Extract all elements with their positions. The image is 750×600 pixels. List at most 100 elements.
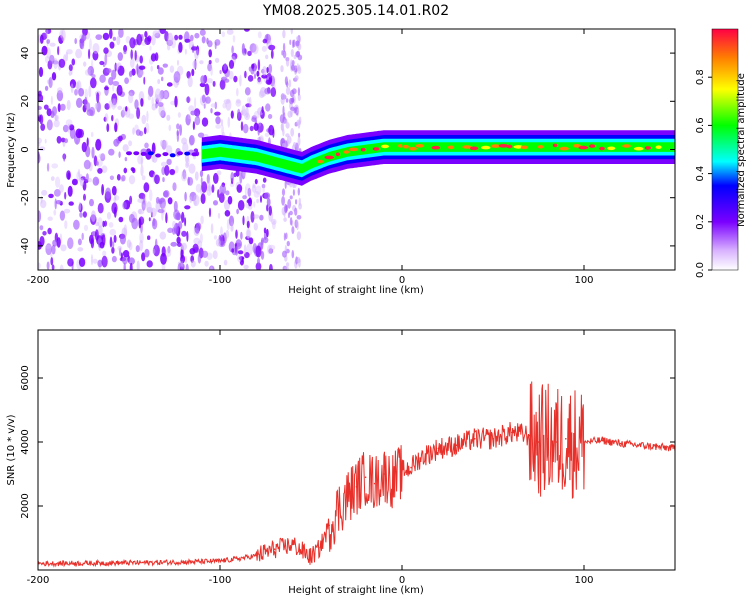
spectrogram-noise-cell [174, 222, 179, 235]
spectrogram-noise-cell [253, 62, 257, 74]
snr-y-axis: 2000 4000 6000 [20, 365, 675, 519]
spectrogram-noise-cell [178, 34, 183, 40]
snr-data-point [383, 473, 385, 475]
spectrogram-noise-cell [291, 60, 295, 66]
spectrogram-peak-cell [335, 152, 340, 157]
spectrogram-noise-cell [51, 264, 55, 270]
spectrogram-noise-cell [115, 63, 120, 70]
spectrogram-noise-cell [76, 97, 83, 108]
spectrogram-peak-cell [343, 150, 350, 154]
spectrogram-noise-cell [257, 31, 262, 39]
spectrogram-noise-cell [290, 98, 295, 103]
spectrogram-marks [38, 29, 675, 270]
spectrogram-noise-cell [193, 194, 200, 207]
spectrogram-ridge-cell [184, 151, 191, 156]
spectrogram-noise-cell [141, 200, 146, 211]
spectrogram-noise-cell [67, 237, 74, 249]
spectrogram-noise-cell [162, 190, 169, 198]
spectrogram-noise-cell [97, 202, 104, 214]
spectrogram-noise-cell [91, 146, 95, 159]
spectrogram-noise-cell [123, 224, 128, 237]
spectrogram-noise-cell [114, 122, 118, 133]
spectrogram-peak-cell [589, 144, 596, 148]
spectrogram-noise-cell [184, 205, 191, 210]
snr-data-point [565, 438, 567, 440]
spectrogram-noise-cell [88, 177, 92, 183]
spectrogram-peak-cell [490, 144, 501, 148]
spectrogram-noise-cell [208, 60, 212, 65]
spectrogram-noise-cell [287, 212, 291, 219]
spectrogram-noise-cell [210, 65, 213, 76]
spectrogram-noise-cell [289, 195, 293, 200]
spectrogram-y-tick-label: 40 [20, 47, 31, 60]
spectrogram-noise-cell [255, 262, 262, 270]
spectrogram-noise-cell [60, 244, 67, 252]
spectrogram-noise-cell [94, 229, 99, 241]
spectrogram-noise-cell [253, 122, 259, 131]
spectrogram-noise-cell [175, 165, 179, 174]
spectrogram-noise-cell [266, 67, 269, 73]
spectrogram-noise-cell [282, 250, 287, 258]
spectrogram-noise-cell [185, 162, 190, 169]
spectrogram-noise-cell [197, 240, 203, 249]
spectrogram-noise-cell [102, 250, 107, 257]
spectrogram-noise-cell [59, 29, 64, 38]
spectrogram-noise-cell [237, 200, 245, 211]
spectrogram-noise-cell [288, 79, 292, 88]
spectrogram-noise-cell [285, 98, 289, 103]
snr-data-point [182, 561, 185, 563]
spectrogram-noise-cell [223, 99, 231, 104]
spectrogram-noise-cell [249, 125, 254, 132]
spectrogram-noise-cell [47, 216, 53, 221]
spectrogram-noise-cell [219, 79, 226, 90]
spectrogram-noise-cell [157, 67, 164, 75]
spectrogram-noise-cell [184, 48, 187, 55]
spectrogram-noise-cell [233, 75, 238, 83]
spectrogram-noise-cell [199, 29, 206, 36]
spectrogram-noise-cell [227, 195, 233, 205]
spectrogram-noise-cell [296, 36, 300, 41]
spectrogram-noise-cell [261, 184, 266, 189]
snr-data-point [364, 476, 367, 479]
spectrogram-noise-cell [214, 101, 217, 110]
snr-data-point [419, 457, 422, 459]
spectrogram-noise-cell [157, 198, 165, 203]
spectrogram-peak-cell [324, 155, 335, 160]
spectrogram-noise-cell [285, 57, 290, 67]
spectrogram-peak-cell [498, 144, 509, 148]
spectrogram-noise-cell [97, 168, 103, 174]
spectrogram-noise-cell [81, 141, 87, 153]
spectrogram-peak-cell [552, 143, 558, 148]
spectrogram-noise-cell [262, 177, 267, 183]
spectrogram-noise-cell [243, 264, 249, 270]
spectrogram-noise-cell [195, 183, 202, 193]
spectrogram-noise-cell [291, 226, 295, 235]
spectrogram-noise-cell [135, 129, 141, 136]
spectrogram-noise-cell [146, 110, 149, 122]
spectrogram-peak-cell [633, 146, 644, 151]
spectrogram-noise-cell [176, 212, 181, 221]
spectrogram-noise-cell [146, 260, 153, 268]
spectrogram-noise-cell [38, 137, 42, 144]
spectrogram-noise-cell [141, 41, 147, 46]
spectrogram-noise-cell [184, 191, 187, 202]
snr-frame [37, 329, 676, 571]
spectrogram-noise-cell [255, 245, 262, 258]
spectrogram-noise-cell [86, 137, 89, 147]
spectrogram-noise-cell [218, 192, 225, 203]
spectrogram-noise-cell [64, 191, 67, 200]
spectrogram-noise-cell [65, 119, 73, 127]
spectrogram-noise-cell [219, 184, 227, 195]
spectrogram-noise-cell [258, 121, 261, 127]
spectrogram-noise-cell [138, 216, 145, 225]
spectrogram-noise-cell [153, 244, 160, 257]
spectrogram-noise-cell [74, 89, 78, 96]
spectrogram-noise-cell [56, 136, 62, 144]
spectrogram-peak-cell [644, 146, 652, 150]
spectrogram-noise-cell [298, 132, 301, 138]
spectrogram-noise-cell [281, 188, 286, 196]
spectrogram-noise-cell [38, 146, 46, 151]
spectrogram-noise-cell [48, 77, 53, 89]
spectrogram-noise-cell [112, 241, 115, 248]
spectrogram-noise-cell [282, 105, 285, 116]
